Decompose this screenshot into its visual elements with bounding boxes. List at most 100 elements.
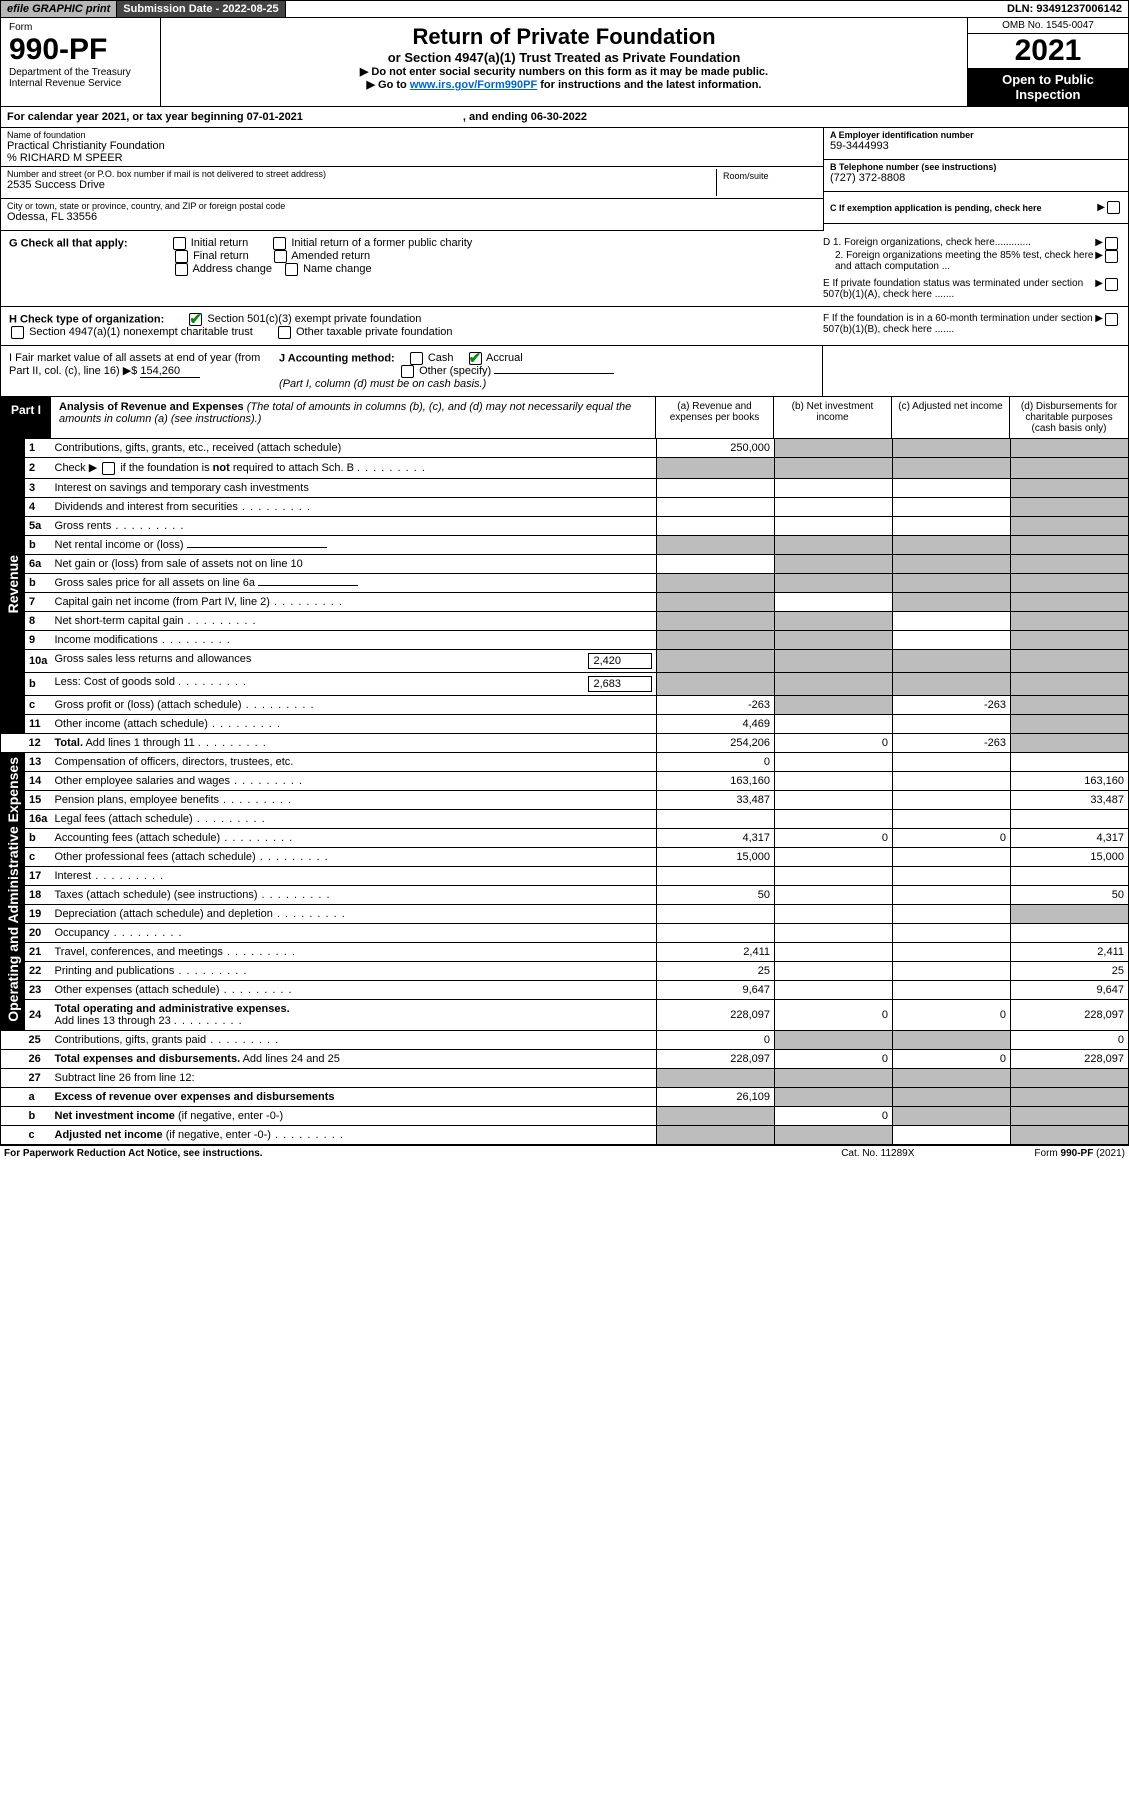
- line-6a: Net gain or (loss) from sale of assets n…: [51, 554, 657, 573]
- section-h: H Check type of organization: Section 50…: [0, 307, 1129, 346]
- d2-checkbox[interactable]: [1105, 250, 1118, 263]
- d2-label: 2. Foreign organizations meeting the 85%…: [823, 250, 1095, 272]
- form-number: 990-PF: [9, 33, 152, 67]
- schb-checkbox[interactable]: [102, 462, 115, 475]
- line-12: Total. Add lines 1 through 11: [51, 733, 657, 752]
- form-subtitle: or Section 4947(a)(1) Trust Treated as P…: [171, 50, 957, 65]
- line-16a: Legal fees (attach schedule): [51, 809, 657, 828]
- c-checkbox[interactable]: [1107, 201, 1120, 214]
- room-label: Room/suite: [717, 169, 817, 183]
- g-final-checkbox[interactable]: [175, 250, 188, 263]
- line-16c: Other professional fees (attach schedule…: [51, 847, 657, 866]
- foundation-name: Practical Christianity Foundation: [7, 140, 817, 152]
- j-accrual-checkbox[interactable]: [469, 352, 482, 365]
- line-26: Total expenses and disbursements. Add li…: [51, 1049, 657, 1068]
- line-10c: Gross profit or (loss) (attach schedule): [51, 695, 657, 714]
- line-19: Depreciation (attach schedule) and deple…: [51, 904, 657, 923]
- g-name-checkbox[interactable]: [285, 263, 298, 276]
- e-checkbox[interactable]: [1105, 278, 1118, 291]
- line-13: Compensation of officers, directors, tru…: [51, 752, 657, 771]
- ein-label: A Employer identification number: [830, 130, 1122, 140]
- line-16b: Accounting fees (attach schedule): [51, 828, 657, 847]
- j-note: (Part I, column (d) must be on cash basi…: [279, 378, 486, 390]
- cat-number: Cat. No. 11289X: [841, 1148, 914, 1159]
- line-14: Other employee salaries and wages: [51, 771, 657, 790]
- arrow-icon: ▶: [1097, 202, 1105, 213]
- line-21: Travel, conferences, and meetings: [51, 942, 657, 961]
- phone-label: B Telephone number (see instructions): [830, 162, 1122, 172]
- irs-link[interactable]: www.irs.gov/Form990PF: [410, 79, 537, 91]
- h-501c3-checkbox[interactable]: [189, 313, 202, 326]
- c-label: C If exemption application is pending, c…: [830, 203, 1097, 213]
- omb-number: OMB No. 1545-0047: [968, 18, 1128, 34]
- line-27: Subtract line 26 from line 12:: [51, 1068, 657, 1087]
- entity-block: Name of foundation Practical Christianit…: [0, 128, 1129, 231]
- line-5a: Gross rents: [51, 516, 657, 535]
- line-4: Dividends and interest from securities: [51, 497, 657, 516]
- form-title: Return of Private Foundation: [171, 24, 957, 50]
- g-address-checkbox[interactable]: [175, 263, 188, 276]
- form-header: Form 990-PF Department of the Treasury I…: [0, 18, 1129, 107]
- care-of: % RICHARD M SPEER: [7, 152, 817, 164]
- efile-label[interactable]: efile GRAPHIC print: [1, 1, 117, 17]
- line-9: Income modifications: [51, 630, 657, 649]
- form-word: Form: [9, 22, 152, 33]
- line-17: Interest: [51, 866, 657, 885]
- city-label: City or town, state or province, country…: [7, 201, 817, 211]
- open-inspection: Open to Public Inspection: [968, 68, 1128, 106]
- name-label: Name of foundation: [7, 130, 817, 140]
- col-d-header: (d) Disbursements for charitable purpose…: [1010, 397, 1128, 438]
- h-other-checkbox[interactable]: [278, 326, 291, 339]
- line-10b: Less: Cost of goods sold 2,683: [51, 672, 657, 695]
- f-label: F If the foundation is in a 60-month ter…: [823, 313, 1095, 335]
- j-label: J Accounting method:: [279, 352, 395, 364]
- line-18: Taxes (attach schedule) (see instruction…: [51, 885, 657, 904]
- section-g: G Check all that apply: Initial return I…: [0, 231, 1129, 307]
- submission-date: Submission Date - 2022-08-25: [117, 1, 285, 17]
- line-7: Capital gain net income (from Part IV, l…: [51, 592, 657, 611]
- part1-title: Analysis of Revenue and Expenses: [59, 401, 244, 413]
- h-label: H Check type of organization:: [9, 313, 164, 325]
- f-checkbox[interactable]: [1105, 313, 1118, 326]
- footer: For Paperwork Reduction Act Notice, see …: [0, 1146, 1129, 1161]
- line-6b: Gross sales price for all assets on line…: [51, 573, 657, 592]
- g-initial-former-checkbox[interactable]: [273, 237, 286, 250]
- part1-table: Revenue 1Contributions, gifts, grants, e…: [0, 439, 1129, 1146]
- dln: DLN: 93491237006142: [1001, 1, 1128, 17]
- col-a-header: (a) Revenue and expenses per books: [656, 397, 774, 438]
- warning-line: ▶ Do not enter social security numbers o…: [171, 65, 957, 78]
- j-other-checkbox[interactable]: [401, 365, 414, 378]
- h-4947-checkbox[interactable]: [11, 326, 24, 339]
- line-5b: Net rental income or (loss): [51, 535, 657, 554]
- e-label: E If private foundation status was termi…: [823, 278, 1095, 300]
- part1-header: Part I Analysis of Revenue and Expenses …: [0, 397, 1129, 439]
- g-label: G Check all that apply:: [9, 237, 128, 249]
- line-2: Check ▶ if the foundation is not require…: [51, 458, 657, 479]
- irs-label: Internal Revenue Service: [9, 78, 152, 89]
- j-cash-checkbox[interactable]: [410, 352, 423, 365]
- addr-label: Number and street (or P.O. box number if…: [7, 169, 716, 179]
- line-27b: Net investment income (if negative, ente…: [51, 1106, 657, 1125]
- street-address: 2535 Success Drive: [7, 179, 716, 191]
- top-bar: efile GRAPHIC print Submission Date - 20…: [0, 0, 1129, 18]
- line-10a: Gross sales less returns and allowances2…: [51, 649, 657, 672]
- line-22: Printing and publications: [51, 961, 657, 980]
- paperwork-notice: For Paperwork Reduction Act Notice, see …: [4, 1148, 841, 1159]
- phone-value: (727) 372-8808: [830, 172, 1122, 184]
- line-11: Other income (attach schedule): [51, 714, 657, 733]
- line-20: Occupancy: [51, 923, 657, 942]
- d1-checkbox[interactable]: [1105, 237, 1118, 250]
- col-b-header: (b) Net investment income: [774, 397, 892, 438]
- d1-label: D 1. Foreign organizations, check here..…: [823, 237, 1095, 250]
- line-23: Other expenses (attach schedule): [51, 980, 657, 999]
- g-amended-checkbox[interactable]: [274, 250, 287, 263]
- fmv-value: 154,260: [140, 365, 200, 378]
- line-24: Total operating and administrative expen…: [51, 999, 657, 1030]
- line-25: Contributions, gifts, grants paid: [51, 1030, 657, 1049]
- line-1: Contributions, gifts, grants, etc., rece…: [51, 439, 657, 458]
- city-state-zip: Odessa, FL 33556: [7, 211, 817, 223]
- calendar-year-row: For calendar year 2021, or tax year begi…: [0, 107, 1129, 128]
- col-c-header: (c) Adjusted net income: [892, 397, 1010, 438]
- g-initial-checkbox[interactable]: [173, 237, 186, 250]
- ein-value: 59-3444993: [830, 140, 1122, 152]
